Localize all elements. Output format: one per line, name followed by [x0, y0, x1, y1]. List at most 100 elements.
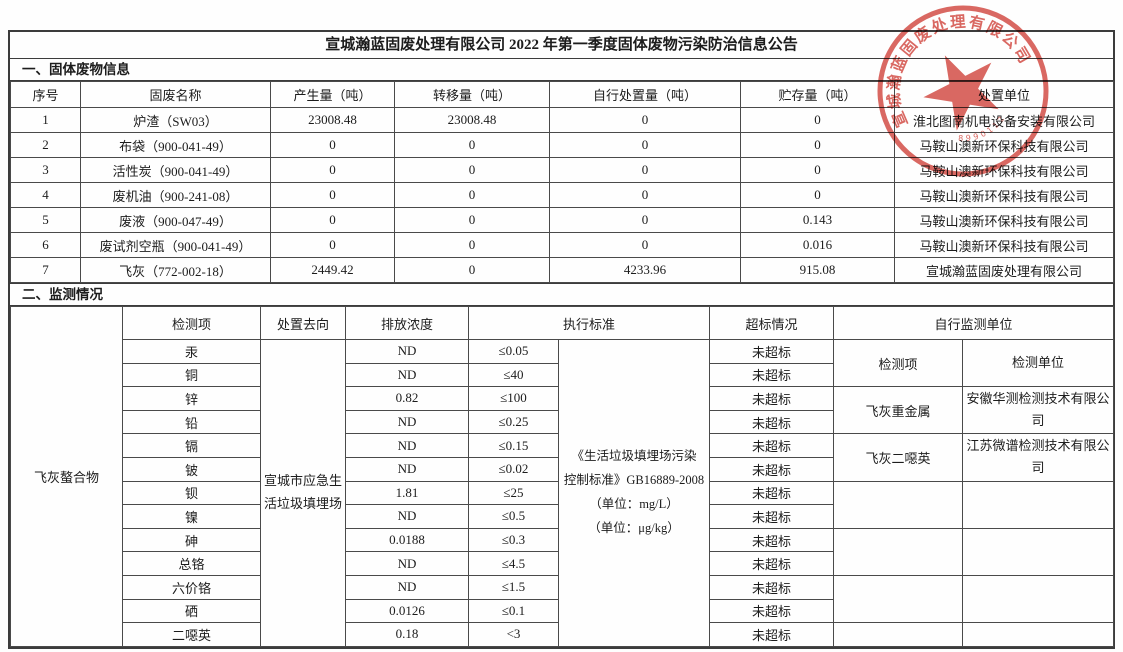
waste-name-cell: 废液（900-047-49）: [80, 207, 271, 233]
table-row: 1 炉渣（SW03） 23008.48 23008.48 0 0 淮北图南机电设…: [10, 107, 1114, 133]
limit-cell: ≤4.5: [468, 551, 559, 576]
disposal-unit-cell: 马鞍山澳新环保科技有限公司: [894, 182, 1114, 208]
item-header-cell: 检测项: [122, 306, 261, 340]
standard-header-cell: 执行标准: [467, 306, 711, 340]
exceed-header-cell: 超标情况: [709, 306, 835, 340]
stored-cell: 0: [740, 132, 895, 158]
self-disposed-cell: 0: [549, 132, 741, 158]
destination-cell: 宣城市应急生活垃圾填埋场: [260, 339, 346, 647]
item-cell: 钡: [122, 480, 261, 506]
table-row: 5 废液（900-047-49） 0 0 0 0.143 马鞍山澳新环保科技有限…: [10, 207, 1114, 233]
table-row: 锌 0.82 ≤100 未超标 飞灰重金属 安徽华测检测技术有限公司: [11, 386, 1115, 435]
item-cell: 汞: [122, 339, 261, 364]
limit-cell: ≤0.5: [468, 504, 559, 529]
table-row: 铜 ND ≤40 未超标: [11, 362, 1114, 388]
section1-heading: 一、固体废物信息: [10, 59, 1113, 81]
item-cell: 锌: [122, 386, 261, 411]
item-cell: 铅: [122, 409, 261, 435]
waste-name-cell: 飞灰（772-002-18）: [80, 257, 271, 283]
self-disposed-cell: 0: [549, 182, 741, 208]
table-row: 7 飞灰（772-002-18） 2449.42 0 4233.96 915.0…: [10, 257, 1114, 283]
limit-cell: <3: [468, 622, 559, 647]
limit-cell: ≤0.02: [468, 456, 559, 482]
self-disposed-cell: 0: [549, 232, 741, 258]
table-row: 2 布袋（900-041-49） 0 0 0 0 马鞍山澳新环保科技有限公司: [10, 132, 1114, 158]
stored-cell: 0.016: [740, 232, 895, 258]
disposal-unit-cell: 淮北图南机电设备安装有限公司: [894, 107, 1114, 133]
monitor-unit-cell: 安徽华测检测技术有限公司: [962, 386, 1115, 435]
serial-cell: 6: [10, 232, 81, 258]
transferred-header-cell: 转移量（吨）: [394, 81, 550, 108]
stored-cell: 0.143: [740, 207, 895, 233]
concentration-cell: ND: [345, 574, 469, 600]
limit-cell: ≤25: [468, 480, 559, 506]
monitor-unit-cell: 检测单位: [962, 338, 1115, 388]
limit-cell: ≤40: [468, 362, 559, 388]
serial-cell: 1: [10, 107, 81, 133]
item-cell: 总铬: [122, 551, 261, 576]
item-cell: 砷: [122, 527, 261, 553]
disposal-unit-cell: 马鞍山澳新环保科技有限公司: [894, 157, 1114, 183]
produced-cell: 0: [270, 182, 395, 208]
limit-cell: ≤0.25: [468, 409, 559, 435]
waste-name-header-cell: 固废名称: [80, 81, 271, 108]
waste-name-cell: 布袋（900-041-49）: [80, 132, 271, 158]
serial-header-cell: 序号: [10, 81, 81, 108]
waste-name-cell: 废试剂空瓶（900-041-49）: [80, 232, 271, 258]
page-title: 宣城瀚蓝固废处理有限公司 2022 年第一季度固体废物污染防治信息公告: [10, 32, 1113, 59]
limit-cell: ≤0.05: [468, 339, 559, 364]
item-cell: 铜: [122, 362, 261, 388]
limit-cell: ≤0.1: [468, 598, 559, 624]
serial-cell: 4: [10, 182, 81, 208]
concentration-cell: 0.0126: [345, 598, 469, 624]
produced-cell: 23008.48: [270, 107, 395, 133]
concentration-cell: 1.81: [345, 480, 469, 506]
self-disposed-cell: 4233.96: [549, 257, 741, 283]
self-disposed-cell: 0: [549, 207, 741, 233]
concentration-cell: ND: [345, 409, 469, 435]
produced-cell: 2449.42: [270, 257, 395, 283]
monitor-unit-cell: [962, 622, 1115, 647]
item-cell: 镉: [122, 433, 261, 458]
status-cell: 未超标: [709, 574, 835, 600]
status-cell: 未超标: [709, 456, 835, 482]
item-cell: 铍: [122, 456, 261, 482]
status-cell: 未超标: [709, 362, 835, 388]
standard-cell: 《生活垃圾填埋场污染 控制标准》GB16889-2008 （单位：mg/L） （…: [557, 339, 711, 647]
limit-cell: ≤1.5: [468, 574, 559, 600]
announcement-document: 宣城瀚蓝固废处理有限公司 2022 年第一季度固体废物污染防治信息公告 一、固体…: [8, 30, 1115, 649]
transferred-cell: 0: [394, 207, 550, 233]
table-row: 铍 ND ≤0.02 未超标: [11, 456, 1114, 482]
concentration-header-cell: 排放浓度: [345, 306, 469, 340]
item-cell: 镍: [122, 504, 261, 529]
self-disposed-cell: 0: [549, 107, 741, 133]
section2-heading: 二、监测情况: [10, 283, 1113, 306]
disposal-unit-cell: 马鞍山澳新环保科技有限公司: [894, 232, 1114, 258]
monitor-unit-cell: [962, 480, 1115, 529]
concentration-cell: ND: [345, 456, 469, 482]
item-cell: 硒: [122, 598, 261, 624]
concentration-cell: ND: [345, 339, 469, 364]
table-row: 6 废试剂空瓶（900-041-49） 0 0 0 0.016 马鞍山澳新环保科…: [10, 232, 1114, 258]
produced-cell: 0: [270, 232, 395, 258]
table-row: 六价铬 ND ≤1.5 未超标: [11, 574, 1115, 624]
monitor-item-cell: [833, 527, 964, 576]
waste-table: 序号 固废名称 产生量（吨） 转移量（吨） 自行处置量（吨） 贮存量（吨） 处置…: [10, 81, 1114, 283]
waste-name-cell: 炉渣（SW03）: [80, 107, 271, 133]
status-cell: 未超标: [709, 409, 835, 435]
concentration-cell: 0.0188: [345, 527, 469, 553]
monitor-item-cell: [833, 574, 964, 624]
waste-name-cell: 废机油（900-241-08）: [80, 182, 271, 208]
table-row: 二噁英 0.18 <3 未超标: [11, 622, 1115, 647]
monitor-item-cell: 飞灰二噁英: [833, 433, 964, 482]
limit-cell: ≤0.3: [468, 527, 559, 553]
produced-cell: 0: [270, 207, 395, 233]
table-row: 铅 ND ≤0.25 未超标: [11, 409, 1114, 435]
concentration-cell: ND: [345, 362, 469, 388]
monitor-item-cell: 飞灰重金属: [833, 386, 964, 435]
produced-cell: 0: [270, 132, 395, 158]
monitor-unit-cell: [962, 527, 1115, 576]
status-cell: 未超标: [709, 598, 835, 624]
disposal-unit-cell: 马鞍山澳新环保科技有限公司: [894, 132, 1114, 158]
disposal-unit-cell: 马鞍山澳新环保科技有限公司: [894, 207, 1114, 233]
